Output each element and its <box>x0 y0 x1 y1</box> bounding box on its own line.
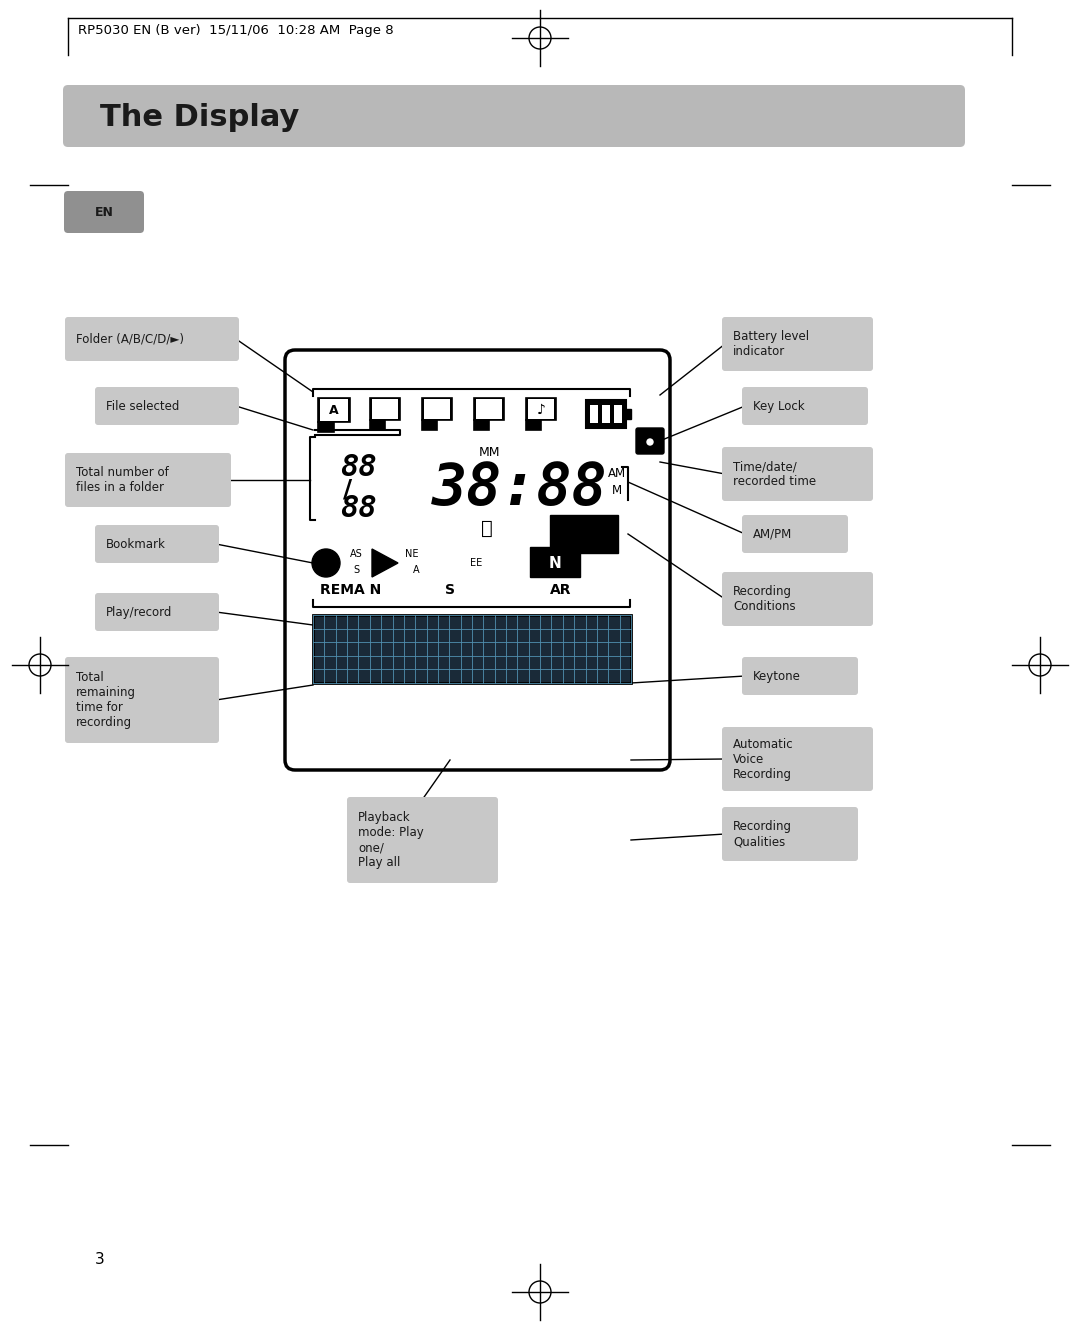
FancyBboxPatch shape <box>636 428 664 454</box>
Bar <box>422 398 453 420</box>
Polygon shape <box>370 420 384 430</box>
Bar <box>372 399 399 419</box>
Text: A: A <box>413 565 419 575</box>
FancyBboxPatch shape <box>723 317 873 371</box>
FancyBboxPatch shape <box>285 350 670 770</box>
Text: Time/date/
recorded time: Time/date/ recorded time <box>733 460 816 488</box>
Text: Playback
mode: Play
one/
Play all: Playback mode: Play one/ Play all <box>357 811 423 868</box>
Text: RP5030 EN (B ver)  15/11/06  10:28 AM  Page 8: RP5030 EN (B ver) 15/11/06 10:28 AM Page… <box>78 24 393 36</box>
Text: Total
remaining
time for
recording: Total remaining time for recording <box>76 672 136 729</box>
Text: N: N <box>549 556 562 571</box>
FancyBboxPatch shape <box>723 572 873 626</box>
Text: 3: 3 <box>95 1253 105 1267</box>
Text: File selected: File selected <box>106 399 179 412</box>
Bar <box>550 515 618 553</box>
Text: M: M <box>612 484 622 496</box>
Text: Bookmark: Bookmark <box>106 537 166 551</box>
Text: 📖: 📖 <box>481 519 492 537</box>
FancyBboxPatch shape <box>723 447 873 501</box>
Bar <box>474 398 504 420</box>
FancyBboxPatch shape <box>742 515 848 553</box>
Bar <box>590 406 598 423</box>
FancyBboxPatch shape <box>742 657 858 696</box>
Text: Recording
Qualities: Recording Qualities <box>733 821 792 849</box>
Text: Automatic
Voice
Recording: Automatic Voice Recording <box>733 738 794 781</box>
Bar <box>528 399 554 419</box>
Text: A: A <box>329 403 339 416</box>
FancyBboxPatch shape <box>65 317 239 360</box>
Bar <box>602 406 610 423</box>
Text: MM: MM <box>480 446 501 459</box>
Bar <box>615 406 622 423</box>
Text: 88: 88 <box>339 493 376 523</box>
Text: S: S <box>445 583 455 597</box>
FancyBboxPatch shape <box>95 525 219 563</box>
Text: EN: EN <box>95 206 113 218</box>
Text: ♪: ♪ <box>537 403 545 418</box>
Text: 88: 88 <box>339 452 376 481</box>
Text: 38:88: 38:88 <box>432 459 608 516</box>
Circle shape <box>647 439 653 446</box>
Polygon shape <box>422 420 437 430</box>
Bar <box>318 398 350 422</box>
FancyBboxPatch shape <box>742 387 868 426</box>
FancyBboxPatch shape <box>64 192 144 233</box>
Bar <box>526 398 556 420</box>
Text: AR: AR <box>550 583 571 597</box>
Text: Total number of
files in a folder: Total number of files in a folder <box>76 465 168 493</box>
Text: /: / <box>343 477 352 501</box>
Bar <box>313 614 631 684</box>
Bar <box>320 399 348 422</box>
Bar <box>626 410 631 419</box>
Text: NE: NE <box>405 549 419 559</box>
Text: EE: EE <box>470 559 482 568</box>
Text: Play/record: Play/record <box>106 605 173 618</box>
FancyBboxPatch shape <box>65 454 231 507</box>
Polygon shape <box>474 420 489 430</box>
Circle shape <box>312 549 340 577</box>
Text: AS: AS <box>350 549 363 559</box>
Polygon shape <box>318 422 334 432</box>
FancyBboxPatch shape <box>95 593 219 630</box>
Text: Folder (A/B/C/D/►): Folder (A/B/C/D/►) <box>76 332 184 346</box>
Bar <box>424 399 450 419</box>
Text: Battery level
indicator: Battery level indicator <box>733 330 809 358</box>
Text: The Display: The Display <box>100 102 299 132</box>
Polygon shape <box>526 420 541 430</box>
Text: REMA N: REMA N <box>320 583 381 597</box>
Polygon shape <box>372 549 399 577</box>
Bar <box>370 398 400 420</box>
FancyBboxPatch shape <box>723 807 858 861</box>
FancyBboxPatch shape <box>65 657 219 743</box>
Text: Key Lock: Key Lock <box>753 399 805 412</box>
FancyBboxPatch shape <box>63 85 966 148</box>
Bar <box>586 400 626 428</box>
Text: AM/PM: AM/PM <box>753 528 793 540</box>
Text: S: S <box>353 565 359 575</box>
Text: Keytone: Keytone <box>753 669 801 682</box>
FancyBboxPatch shape <box>723 728 873 791</box>
Bar <box>530 547 580 577</box>
Text: AM: AM <box>608 467 626 480</box>
FancyBboxPatch shape <box>347 797 498 883</box>
FancyBboxPatch shape <box>95 387 239 426</box>
Bar <box>476 399 502 419</box>
Text: Recording
Conditions: Recording Conditions <box>733 585 796 613</box>
